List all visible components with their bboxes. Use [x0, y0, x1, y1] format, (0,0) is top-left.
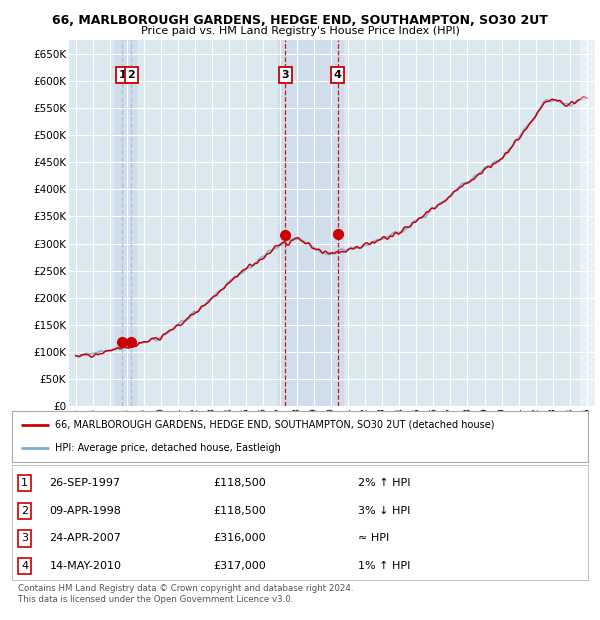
Text: ≈ HPI: ≈ HPI [358, 533, 389, 543]
Text: £316,000: £316,000 [214, 533, 266, 543]
Bar [580, 40, 595, 406]
Text: 24-APR-2007: 24-APR-2007 [49, 533, 121, 543]
Text: HPI: Average price, detached house, Eastleigh: HPI: Average price, detached house, East… [55, 443, 281, 453]
Text: 1: 1 [21, 479, 28, 489]
Text: 2: 2 [128, 70, 136, 80]
Text: £317,000: £317,000 [214, 561, 266, 571]
Text: £118,500: £118,500 [214, 506, 266, 516]
Text: 66, MARLBOROUGH GARDENS, HEDGE END, SOUTHAMPTON, SO30 2UT (detached house): 66, MARLBOROUGH GARDENS, HEDGE END, SOUT… [55, 420, 494, 430]
Bar [278, 40, 343, 406]
Text: 4: 4 [21, 561, 28, 571]
Text: 66, MARLBOROUGH GARDENS, HEDGE END, SOUTHAMPTON, SO30 2UT: 66, MARLBOROUGH GARDENS, HEDGE END, SOUT… [52, 14, 548, 27]
Text: 14-MAY-2010: 14-MAY-2010 [49, 561, 121, 571]
Text: Price paid vs. HM Land Registry's House Price Index (HPI): Price paid vs. HM Land Registry's House … [140, 26, 460, 36]
Text: 09-APR-1998: 09-APR-1998 [49, 506, 121, 516]
Text: Contains HM Land Registry data © Crown copyright and database right 2024.: Contains HM Land Registry data © Crown c… [18, 584, 353, 593]
Text: 1% ↑ HPI: 1% ↑ HPI [358, 561, 410, 571]
Text: 3: 3 [21, 533, 28, 543]
Text: 26-SEP-1997: 26-SEP-1997 [49, 479, 121, 489]
Text: 1: 1 [119, 70, 127, 80]
Bar [115, 40, 136, 406]
Text: 3% ↓ HPI: 3% ↓ HPI [358, 506, 410, 516]
Text: This data is licensed under the Open Government Licence v3.0.: This data is licensed under the Open Gov… [18, 595, 293, 604]
Text: 4: 4 [334, 70, 341, 80]
Text: 2: 2 [21, 506, 28, 516]
Text: 2% ↑ HPI: 2% ↑ HPI [358, 479, 410, 489]
Text: £118,500: £118,500 [214, 479, 266, 489]
Text: 3: 3 [281, 70, 289, 80]
